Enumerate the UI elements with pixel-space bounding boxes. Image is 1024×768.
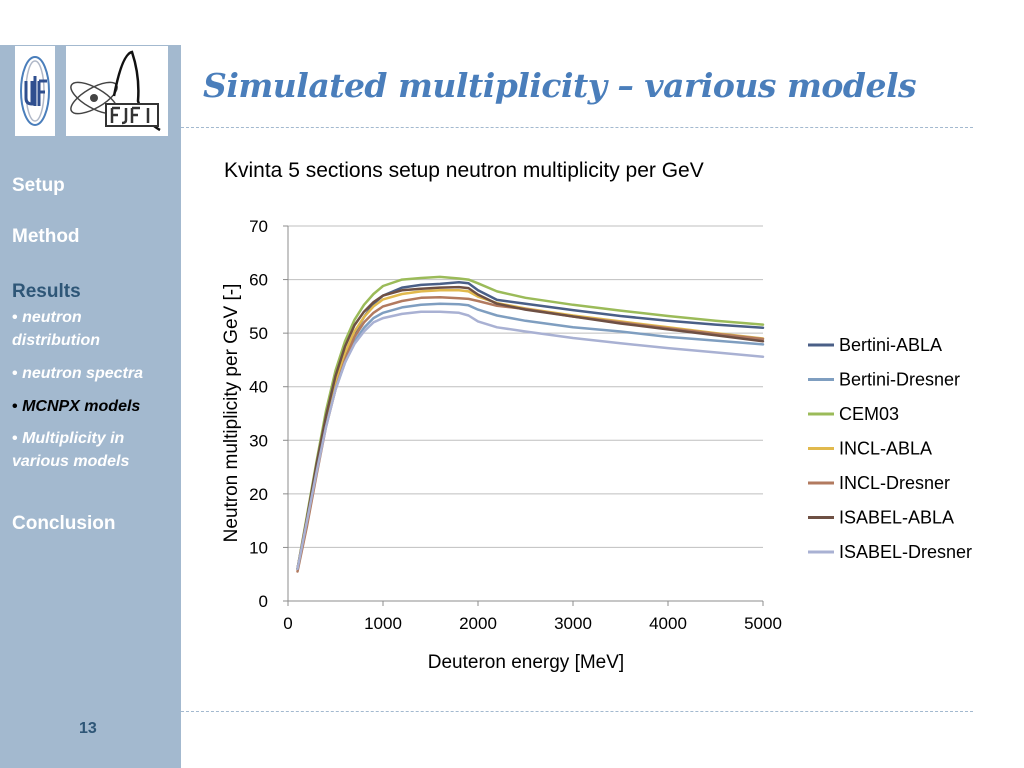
bullet: •	[12, 365, 18, 382]
nav-results[interactable]: Results	[12, 281, 81, 302]
x-tick-label: 4000	[649, 614, 687, 633]
legend-label: Bertini-ABLA	[839, 335, 942, 355]
chart-title: Kvinta 5 sections setup neutron multipli…	[224, 159, 704, 182]
nav-conclusion[interactable]: Conclusion	[12, 513, 116, 534]
legend-label: Bertini-Dresner	[839, 370, 960, 390]
y-tick-label: 50	[249, 324, 268, 343]
slide-title: Simulated multiplicity – various models	[203, 66, 917, 105]
ujf-logo	[15, 46, 55, 136]
top-divider	[181, 127, 973, 128]
series-line-bertini-dresner	[296, 302, 765, 571]
subnav-label: neutron distribution	[12, 309, 100, 349]
bottom-divider	[181, 711, 973, 712]
y-tick-label: 30	[249, 431, 268, 450]
y-tick-label: 0	[259, 592, 268, 611]
grid-lines	[287, 225, 763, 602]
y-tick-label: 20	[249, 485, 268, 504]
y-tick-label: 70	[249, 217, 268, 236]
y-tick-label: 10	[249, 538, 268, 557]
subnav-mcnpx-models[interactable]: • MCNPX models	[12, 395, 182, 418]
series-line-isabel-abla	[296, 285, 765, 571]
axis-ticks: 0 10 20 30 40 50 60 70 0 1000 2000 3000 4000 5000	[249, 217, 782, 633]
x-axis-title: Deuteron energy [MeV]	[428, 652, 624, 673]
legend-label: ISABEL-ABLA	[839, 508, 954, 528]
line-chart: 0 10 20 30 40 50 60 70 0 1000 2000 3000 4000 5000 Ber…	[221, 217, 972, 673]
subnav-label: MCNPX models	[22, 398, 141, 415]
subnav-neutron-distribution[interactable]: • neutron distribution	[12, 306, 172, 352]
series-lines	[296, 275, 765, 573]
nav-method[interactable]: Method	[12, 226, 80, 247]
y-tick-label: 40	[249, 378, 268, 397]
legend-label: ISABEL-Dresner	[839, 542, 972, 562]
x-tick-label: 3000	[554, 614, 592, 633]
bullet: •	[12, 309, 18, 326]
y-tick-label: 60	[249, 271, 268, 290]
legend-label: CEM03	[839, 404, 899, 424]
series-line-isabel-dresner	[296, 310, 765, 571]
x-tick-label: 0	[283, 614, 292, 633]
nav-setup[interactable]: Setup	[12, 175, 65, 196]
y-axis-title: Neutron multiplicity per GeV [-]	[221, 284, 242, 543]
bullet: •	[12, 398, 18, 415]
subnav-label: Multiplicity in various models	[12, 430, 130, 470]
fjfi-logo	[66, 46, 168, 136]
page-number: 13	[79, 720, 97, 737]
legend: Bertini-ABLA Bertini-Dresner CEM03 INCL-ABL…	[808, 335, 972, 562]
legend-label: INCL-ABLA	[839, 439, 932, 459]
legend-label: INCL-Dresner	[839, 473, 950, 493]
bullet: •	[12, 430, 18, 447]
x-tick-label: 2000	[459, 614, 497, 633]
subnav-label: neutron spectra	[22, 365, 143, 382]
x-tick-label: 1000	[364, 614, 402, 633]
sidebar	[0, 45, 181, 768]
x-tick-label: 5000	[744, 614, 782, 633]
subnav-multiplicity-models[interactable]: • Multiplicity in various models	[12, 427, 172, 473]
subnav-neutron-spectra[interactable]: • neutron spectra	[12, 362, 182, 385]
